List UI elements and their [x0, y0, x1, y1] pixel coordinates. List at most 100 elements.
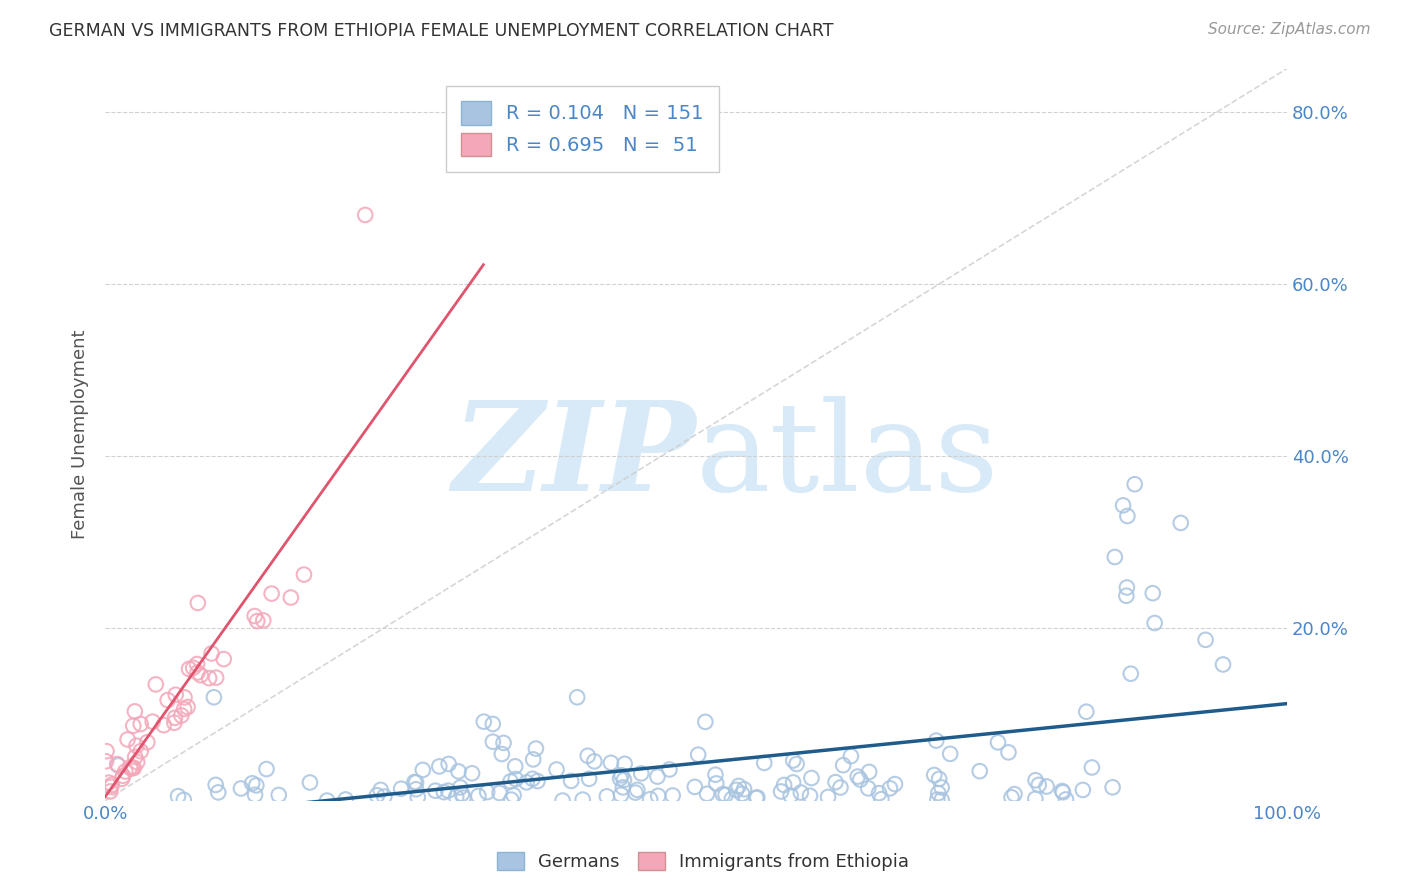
- Point: [567, 690, 589, 705]
- Point: [449, 780, 471, 795]
- Point: [198, 671, 221, 685]
- Point: [170, 708, 193, 723]
- Point: [773, 778, 796, 792]
- Point: [1119, 666, 1142, 681]
- Point: [125, 739, 148, 753]
- Point: [165, 688, 187, 702]
- Point: [1116, 508, 1139, 523]
- Point: [576, 748, 599, 763]
- Point: [389, 781, 412, 796]
- Y-axis label: Female Unemployment: Female Unemployment: [72, 330, 89, 540]
- Point: [1115, 581, 1137, 595]
- Point: [1112, 499, 1135, 513]
- Point: [786, 756, 808, 771]
- Point: [245, 778, 267, 792]
- Point: [492, 736, 515, 750]
- Point: [482, 735, 505, 749]
- Point: [177, 662, 200, 676]
- Point: [817, 789, 839, 804]
- Point: [121, 760, 143, 774]
- Point: [502, 788, 524, 802]
- Point: [925, 733, 948, 747]
- Point: [658, 763, 681, 777]
- Point: [111, 772, 134, 786]
- Point: [94, 754, 117, 768]
- Point: [583, 755, 606, 769]
- Point: [688, 747, 710, 762]
- Point: [858, 764, 880, 779]
- Point: [647, 770, 669, 784]
- Point: [1142, 586, 1164, 600]
- Point: [571, 792, 593, 806]
- Point: [114, 764, 136, 779]
- Point: [167, 789, 190, 804]
- Point: [207, 785, 229, 799]
- Point: [373, 789, 395, 804]
- Point: [931, 780, 953, 795]
- Point: [120, 762, 142, 776]
- Point: [204, 778, 226, 792]
- Point: [969, 764, 991, 778]
- Point: [202, 690, 225, 705]
- Point: [187, 596, 209, 610]
- Point: [200, 647, 222, 661]
- Point: [163, 711, 186, 725]
- Point: [782, 775, 804, 789]
- Point: [551, 793, 574, 807]
- Point: [745, 791, 768, 805]
- Point: [630, 766, 652, 780]
- Point: [173, 690, 195, 705]
- Text: Source: ZipAtlas.com: Source: ZipAtlas.com: [1208, 22, 1371, 37]
- Text: GERMAN VS IMMIGRANTS FROM ETHIOPIA FEMALE UNEMPLOYMENT CORRELATION CHART: GERMAN VS IMMIGRANTS FROM ETHIOPIA FEMAL…: [49, 22, 834, 40]
- Point: [578, 772, 600, 786]
- Point: [129, 744, 152, 758]
- Point: [624, 786, 647, 800]
- Point: [613, 756, 636, 771]
- Point: [696, 787, 718, 801]
- Point: [187, 665, 209, 680]
- Point: [501, 792, 523, 806]
- Point: [731, 787, 754, 801]
- Point: [770, 784, 793, 798]
- Point: [240, 776, 263, 790]
- Point: [112, 769, 135, 783]
- Point: [868, 786, 890, 800]
- Point: [1004, 787, 1026, 801]
- Point: [243, 609, 266, 624]
- Point: [503, 759, 526, 773]
- Point: [433, 785, 456, 799]
- Point: [437, 783, 460, 797]
- Point: [800, 771, 823, 785]
- Point: [505, 772, 527, 786]
- Point: [156, 693, 179, 707]
- Point: [366, 789, 388, 803]
- Point: [405, 775, 427, 789]
- Point: [406, 790, 429, 805]
- Point: [412, 763, 434, 777]
- Point: [754, 756, 776, 770]
- Point: [292, 567, 315, 582]
- Point: [824, 775, 846, 789]
- Point: [683, 780, 706, 794]
- Point: [124, 750, 146, 764]
- Point: [526, 774, 548, 789]
- Point: [638, 792, 661, 806]
- Point: [1076, 705, 1098, 719]
- Point: [1052, 785, 1074, 799]
- Point: [870, 792, 893, 806]
- Point: [472, 714, 495, 729]
- Point: [122, 719, 145, 733]
- Point: [830, 780, 852, 795]
- Point: [98, 784, 121, 798]
- Point: [610, 768, 633, 782]
- Point: [425, 783, 447, 797]
- Point: [142, 714, 165, 729]
- Point: [922, 768, 945, 782]
- Point: [477, 785, 499, 799]
- Point: [447, 764, 470, 779]
- Point: [467, 789, 489, 803]
- Point: [173, 702, 195, 716]
- Point: [931, 793, 953, 807]
- Point: [997, 745, 1019, 759]
- Point: [714, 788, 737, 802]
